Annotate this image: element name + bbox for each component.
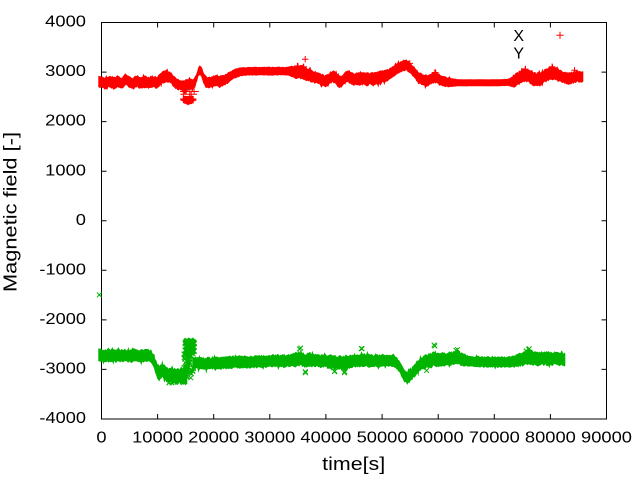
svg-text:X: X: [513, 28, 524, 45]
svg-text:4000: 4000: [45, 14, 86, 31]
svg-text:Y: Y: [513, 46, 524, 63]
svg-text:60000: 60000: [413, 430, 464, 447]
svg-text:-4000: -4000: [39, 410, 86, 427]
svg-text:0: 0: [96, 430, 106, 447]
svg-text:80000: 80000: [525, 430, 576, 447]
svg-text:Magnetic field [-]: Magnetic field [-]: [0, 132, 20, 292]
svg-text:90000: 90000: [581, 430, 632, 447]
svg-text:50000: 50000: [357, 430, 408, 447]
svg-text:20000: 20000: [188, 430, 239, 447]
svg-text:-2000: -2000: [39, 311, 86, 328]
svg-text:30000: 30000: [244, 430, 295, 447]
svg-text:-3000: -3000: [39, 361, 86, 378]
svg-text:70000: 70000: [469, 430, 520, 447]
svg-text:2000: 2000: [45, 113, 86, 130]
svg-text:-1000: -1000: [39, 261, 86, 278]
svg-text:1000: 1000: [45, 162, 86, 179]
svg-text:40000: 40000: [300, 430, 351, 447]
svg-text:0: 0: [76, 212, 86, 229]
svg-text:10000: 10000: [132, 430, 183, 447]
svg-text:time[s]: time[s]: [322, 454, 385, 474]
svg-text:3000: 3000: [45, 63, 86, 80]
